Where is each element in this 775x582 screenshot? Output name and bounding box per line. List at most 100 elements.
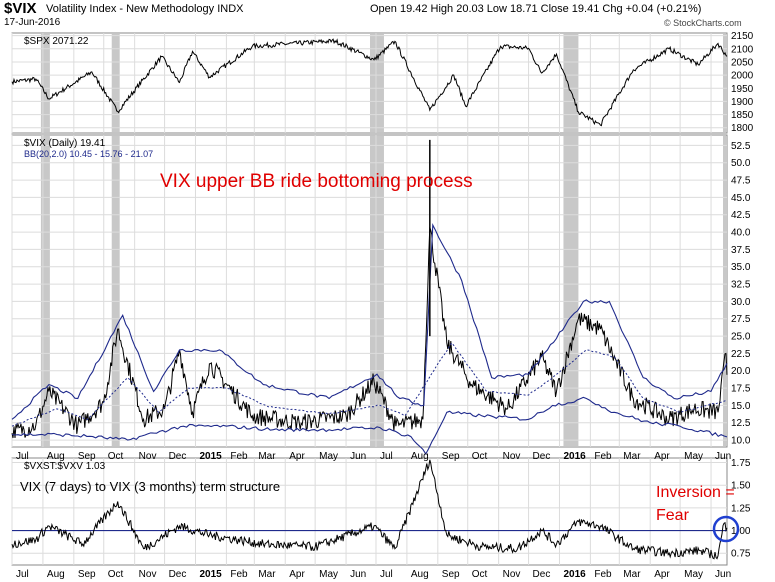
y-tick-label: 1.00 — [731, 526, 751, 537]
x-tick-label: Aug — [411, 569, 429, 580]
x-tick-label: Nov — [139, 451, 157, 462]
y-tick-label: 30.0 — [731, 297, 751, 308]
x-tick-label: Aug — [411, 451, 429, 462]
x-tick-label: Oct — [472, 569, 488, 580]
x-tick-label: Oct — [108, 451, 124, 462]
x-tick-label: Dec — [169, 451, 187, 462]
x-tick-label: Sep — [78, 451, 96, 462]
panel-frame — [11, 134, 728, 448]
series-line — [11, 227, 728, 439]
x-tick-label: Feb — [230, 451, 248, 462]
y-tick-label: 15.0 — [731, 401, 751, 412]
y-tick-label: 2150 — [731, 31, 754, 42]
x-tick-label: Feb — [594, 569, 612, 580]
x-tick-label: 2016 — [563, 451, 586, 462]
y-tick-label: 1800 — [731, 123, 754, 134]
panel-legend: $SPX 2071.22 — [24, 36, 89, 47]
y-tick-label: 2000 — [731, 71, 754, 82]
y-tick-label: 22.5 — [731, 349, 751, 360]
y-tick-label: 1.75 — [731, 458, 751, 469]
y-tick-label: 37.5 — [731, 245, 751, 256]
x-tick-label: Mar — [623, 451, 641, 462]
x-tick-label: Sep — [78, 569, 96, 580]
y-tick-label: 1900 — [731, 97, 754, 108]
annotation-inversion: Inversion = — [656, 484, 735, 501]
panel-frame — [11, 457, 728, 566]
x-tick-label: Jun — [350, 569, 366, 580]
x-tick-label: Oct — [472, 451, 488, 462]
shaded-period — [111, 34, 120, 132]
x-tick-label: Jun — [715, 569, 731, 580]
y-tick-label: 17.5 — [731, 384, 751, 395]
y-tick-label: 20.0 — [731, 366, 751, 377]
x-tick-label: May — [684, 569, 703, 580]
shaded-period — [723, 34, 727, 132]
x-tick-label: Nov — [139, 569, 157, 580]
panel-legend-bb: BB(20,2.0) 10.45 - 15.76 - 21.07 — [24, 149, 153, 159]
shaded-period — [369, 136, 384, 446]
x-tick-label: Dec — [169, 569, 187, 580]
shaded-period — [563, 34, 579, 132]
x-tick-label: Jul — [16, 451, 29, 462]
x-tick-label: Mar — [258, 569, 276, 580]
shaded-period — [563, 136, 579, 446]
x-tick-label: Feb — [230, 569, 248, 580]
annotation-term-structure: VIX (7 days) to VIX (3 months) term stru… — [20, 479, 280, 494]
y-tick-label: 2050 — [731, 57, 754, 68]
y-tick-label: 12.5 — [731, 418, 751, 429]
shaded-period — [111, 136, 120, 446]
x-tick-label: Apr — [289, 451, 305, 462]
x-tick-label: May — [319, 569, 338, 580]
panel-legend: $VXST:$VXV 1.03 — [24, 461, 106, 472]
bb-band-line — [11, 396, 728, 455]
x-tick-label: Mar — [623, 569, 641, 580]
x-tick-label: Apr — [289, 569, 305, 580]
y-tick-label: 1850 — [731, 110, 754, 121]
chart-name: Volatility Index - New Methodology INDX — [46, 3, 244, 15]
y-tick-label: 1.25 — [731, 503, 751, 514]
x-tick-label: Oct — [108, 569, 124, 580]
x-tick-label: Jul — [380, 569, 393, 580]
x-tick-label: Sep — [442, 451, 460, 462]
x-tick-label: Mar — [258, 451, 276, 462]
bb-band-line — [11, 223, 728, 420]
y-tick-label: 32.5 — [731, 280, 751, 291]
shaded-period — [723, 136, 727, 446]
x-tick-label: Jun — [350, 451, 366, 462]
chart-symbol: $VIX — [4, 0, 37, 17]
y-tick-label: 0.75 — [731, 549, 751, 560]
x-tick-label: 2016 — [563, 569, 586, 580]
inversion-circle — [712, 515, 740, 543]
series-line — [11, 459, 728, 560]
x-tick-label: Jul — [16, 569, 29, 580]
x-tick-label: Nov — [503, 569, 521, 580]
shaded-period — [40, 136, 50, 446]
x-tick-label: Feb — [594, 451, 612, 462]
series-line — [11, 38, 728, 127]
y-tick-label: 10.0 — [731, 436, 751, 447]
y-tick-label: 25.0 — [731, 332, 751, 343]
annotation-vix: VIX upper BB ride bottoming process — [160, 171, 473, 192]
x-tick-label: Aug — [47, 451, 65, 462]
shaded-period — [40, 34, 50, 132]
x-tick-label: Jul — [380, 451, 393, 462]
x-tick-label: Dec — [533, 451, 551, 462]
x-tick-label: May — [319, 451, 338, 462]
panel-frame — [11, 32, 728, 134]
x-tick-label: Sep — [442, 569, 460, 580]
y-tick-label: 47.5 — [731, 176, 751, 187]
chart-date: 17-Jun-2016 — [4, 17, 61, 28]
x-tick-label: Nov — [503, 451, 521, 462]
y-tick-label: 1950 — [731, 84, 754, 95]
y-tick-label: 45.0 — [731, 193, 751, 204]
y-tick-label: 1.50 — [731, 481, 751, 492]
y-tick-label: 52.5 — [731, 141, 751, 152]
panel-legend: $VIX (Daily) 19.41 — [24, 138, 106, 149]
y-tick-label: 35.0 — [731, 262, 751, 273]
x-tick-label: Jun — [715, 451, 731, 462]
x-tick-label: Dec — [533, 569, 551, 580]
y-tick-label: 27.5 — [731, 314, 751, 325]
x-tick-label: Apr — [654, 569, 670, 580]
x-tick-label: Apr — [654, 451, 670, 462]
